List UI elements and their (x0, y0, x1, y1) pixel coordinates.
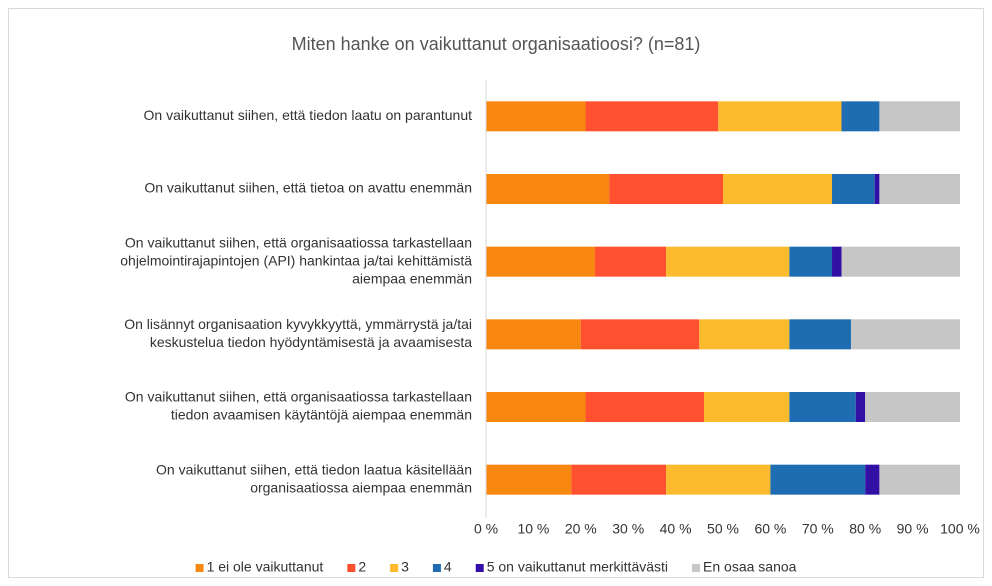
legend-label: 5 on vaikuttanut merkittävästi (487, 559, 668, 575)
bar-segment (486, 101, 586, 132)
bar-segment (486, 464, 572, 495)
bar-segment (879, 101, 960, 132)
y-tick-label: On vaikuttanut siihen, että tiedon laatu… (156, 461, 472, 477)
bar-segment (865, 464, 880, 495)
bar-segment (879, 464, 960, 495)
bar-segment (789, 319, 851, 350)
x-tick-label: 60 % (754, 521, 786, 537)
bar-segment (486, 392, 586, 422)
bar-segment (666, 464, 771, 495)
x-tick-label: 20 % (565, 521, 597, 537)
bar-segment (841, 101, 880, 132)
legend-swatch (432, 564, 441, 572)
y-tick-label: On vaikuttanut siihen, että tiedon laatu… (144, 107, 473, 123)
bar-segment (585, 392, 705, 422)
legend-label: 3 (401, 559, 409, 575)
bar-segment (789, 246, 833, 277)
legend-label: 1 ei ole vaikuttanut (207, 559, 324, 575)
x-tick-label: 40 % (660, 521, 692, 537)
y-tick-label: On lisännyt organisaation kyvykkyyttä, y… (124, 316, 472, 332)
y-tick-label: aiempaa enemmän (352, 270, 472, 286)
x-tick-label: 30 % (612, 521, 644, 537)
y-tick-label: On vaikuttanut siihen, että organisaatio… (125, 389, 472, 405)
bar-segment (571, 464, 667, 495)
chart-title: Miten hanke on vaikuttanut organisaatioo… (292, 34, 701, 54)
y-tick-label: keskustelua tiedon hyödyntämisestä ja av… (150, 334, 472, 350)
bar-segment (855, 392, 866, 422)
bar-segment (832, 174, 875, 204)
y-tick-label: On vaikuttanut siihen, että tietoa on av… (144, 180, 472, 196)
x-tick-label: 100 % (940, 521, 980, 537)
legend-swatch (475, 564, 484, 572)
bar-segment (595, 246, 667, 277)
legend-label: 4 (444, 559, 452, 575)
legend-swatch (195, 564, 204, 572)
x-tick-label: 50 % (707, 521, 739, 537)
bar-segment (879, 174, 960, 204)
bar-segment (874, 174, 880, 204)
bar-segment (486, 246, 596, 277)
bar-segment (486, 319, 581, 350)
x-tick-label: 70 % (802, 521, 834, 537)
bar-segment (850, 319, 960, 350)
legend-swatch (390, 564, 399, 572)
x-tick-label: 80 % (849, 521, 881, 537)
bar-segment (609, 174, 723, 204)
x-tick-label: 0 % (474, 521, 498, 537)
y-tick-label: ohjelmointirajapintojen (API) hankintaa … (120, 252, 472, 268)
bar-segment (723, 174, 833, 204)
bar-segment (585, 101, 719, 132)
bar-segment (789, 392, 856, 422)
legend-swatch (692, 564, 701, 572)
bar-segment (841, 246, 960, 277)
y-tick-label: tiedon avaamisen käytäntöjä aiempaa enem… (171, 407, 472, 423)
bar-segment (666, 246, 790, 277)
legend-label: En osaa sanoa (703, 559, 797, 575)
bar-segment (704, 392, 790, 422)
bar-segment (718, 101, 842, 132)
bar-segment (832, 246, 842, 277)
bar-segment (580, 319, 700, 350)
bar-segment (770, 464, 866, 495)
bar-segment (865, 392, 960, 422)
legend-label: 2 (358, 559, 366, 575)
y-tick-label: On vaikuttanut siihen, että organisaatio… (125, 234, 472, 250)
bar-segment (486, 174, 610, 204)
x-tick-label: 90 % (897, 521, 929, 537)
bar-segment (699, 319, 790, 350)
x-tick-label: 10 % (517, 521, 549, 537)
legend-swatch (347, 564, 356, 572)
y-tick-label: organisaatiossa aiempaa enemmän (250, 479, 472, 495)
